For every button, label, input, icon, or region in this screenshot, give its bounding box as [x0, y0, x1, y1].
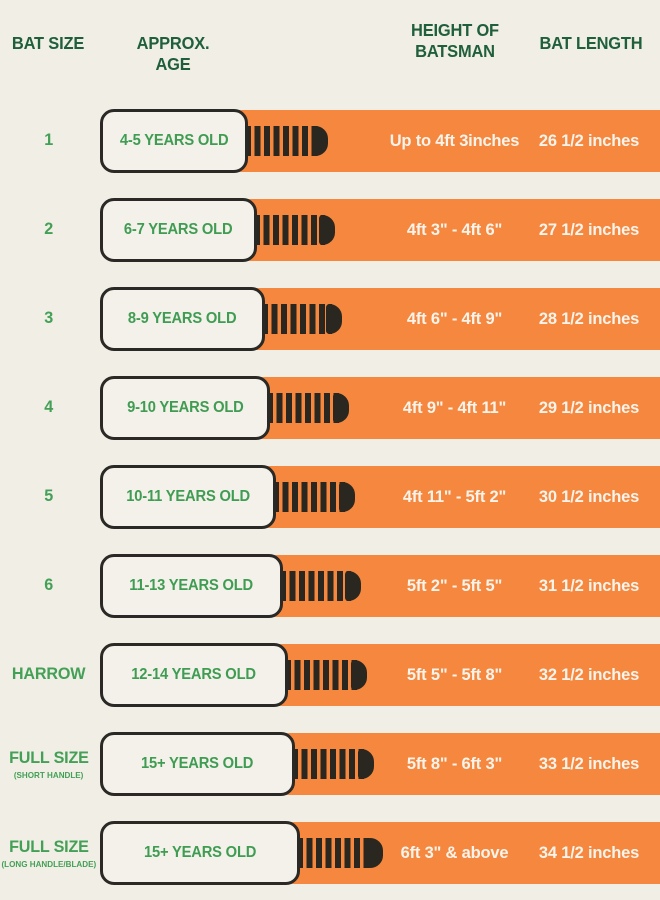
- batsman-height-value: 5ft 5" - 5ft 8": [406, 665, 503, 684]
- bat-size-value: 6: [44, 575, 53, 594]
- table-row: 6 11-13 YEARS OLD 5ft 2" - 5ft 5" 31 1/2…: [0, 554, 660, 618]
- table-row: 5 10-11 YEARS OLD 4ft 11" - 5ft 2" 30 1/…: [0, 465, 660, 529]
- bat-length-value: 29 1/2 inches: [538, 398, 640, 417]
- bat-size-value: 5: [44, 486, 53, 505]
- column-header-bat-size: BAT SIZE: [11, 33, 85, 53]
- bat-length-value: 28 1/2 inches: [538, 309, 640, 328]
- batsman-height-value: 6ft 3" & above: [400, 843, 509, 862]
- bat-size-value: FULL SIZE: [8, 837, 89, 856]
- bat-length-value: 26 1/2 inches: [538, 131, 640, 150]
- age-label: 4-5 YEARS OLD: [119, 132, 229, 149]
- bat-size-value: FULL SIZE: [8, 748, 89, 767]
- bat-blade: 15+ YEARS OLD: [100, 821, 300, 885]
- age-label: 10-11 YEARS OLD: [126, 488, 250, 505]
- batsman-height-value: 4ft 3" - 4ft 6": [406, 220, 503, 239]
- bat-size-value: HARROW: [11, 664, 86, 683]
- batsman-height-value: 4ft 9" - 4ft 11": [402, 398, 507, 417]
- bat-size-label: 5: [0, 466, 97, 528]
- bat-length-value: 34 1/2 inches: [538, 843, 640, 862]
- batsman-height-value: 4ft 11" - 5ft 2": [402, 487, 507, 506]
- bat-size-note: (LONG HANDLE/BLADE): [1, 859, 96, 869]
- bat-size-value: 1: [44, 130, 53, 149]
- table-row: 3 8-9 YEARS OLD 4ft 6" - 4ft 9" 28 1/2 i…: [0, 287, 660, 351]
- bat-handle-icon: [245, 126, 328, 156]
- bat-length-value: 31 1/2 inches: [538, 576, 640, 595]
- bat-size-value: 2: [44, 219, 53, 238]
- table-row: HARROW 12-14 YEARS OLD 5ft 5" - 5ft 8" 3…: [0, 643, 660, 707]
- bat-size-label: FULL SIZE (SHORT HANDLE): [0, 733, 97, 795]
- bat-blade: 6-7 YEARS OLD: [100, 198, 257, 262]
- bat-size-value: 3: [44, 308, 53, 327]
- bat-handle-icon: [267, 393, 349, 423]
- bat-handle-icon: [292, 749, 374, 779]
- bat-length-value: 30 1/2 inches: [538, 487, 640, 506]
- bat-length-value: 27 1/2 inches: [538, 220, 640, 239]
- age-label: 12-14 YEARS OLD: [131, 666, 257, 683]
- batsman-height-value: 4ft 6" - 4ft 9": [406, 309, 503, 328]
- bat-size-label: HARROW: [0, 644, 97, 706]
- age-label: 15+ YEARS OLD: [141, 755, 254, 772]
- bat-handle-icon: [262, 304, 342, 334]
- age-label: 15+ YEARS OLD: [143, 844, 257, 861]
- batsman-height-value: Up to 4ft 3inches: [389, 131, 520, 150]
- bat-size-label: 2: [0, 199, 97, 261]
- table-row: 1 4-5 YEARS OLD Up to 4ft 3inches 26 1/2…: [0, 109, 660, 173]
- bat-length-value: 32 1/2 inches: [538, 665, 640, 684]
- bat-size-label: 4: [0, 377, 97, 439]
- bat-blade: 8-9 YEARS OLD: [100, 287, 265, 351]
- bat-blade: 15+ YEARS OLD: [100, 732, 295, 796]
- bat-size-label: 1: [0, 110, 97, 172]
- bat-size-label: 3: [0, 288, 97, 350]
- bat-size-value: 4: [44, 397, 53, 416]
- bat-blade: 4-5 YEARS OLD: [100, 109, 248, 173]
- bat-length-value: 33 1/2 inches: [538, 754, 640, 773]
- bat-blade: 9-10 YEARS OLD: [100, 376, 270, 440]
- batsman-height-value: 5ft 2" - 5ft 5": [406, 576, 503, 595]
- age-label: 11-13 YEARS OLD: [129, 577, 254, 594]
- bat-handle-icon: [280, 571, 361, 601]
- bat-size-label: FULL SIZE (LONG HANDLE/BLADE): [0, 822, 97, 884]
- bat-handle-icon: [285, 660, 367, 690]
- age-label: 6-7 YEARS OLD: [124, 221, 233, 238]
- bat-size-label: 6: [0, 555, 97, 617]
- bat-handle-icon: [273, 482, 355, 512]
- bat-handle-icon: [297, 838, 383, 868]
- column-header-bat-length: BAT LENGTH: [539, 33, 643, 53]
- column-header-height-line1: HEIGHT OF: [411, 20, 499, 40]
- age-label: 8-9 YEARS OLD: [128, 310, 237, 327]
- column-header-approx-age: APPROX. AGE: [136, 33, 210, 75]
- age-label: 9-10 YEARS OLD: [126, 399, 244, 416]
- bat-blade: 10-11 YEARS OLD: [100, 465, 276, 529]
- bat-blade: 12-14 YEARS OLD: [100, 643, 288, 707]
- bat-handle-icon: [254, 215, 335, 245]
- table-row: FULL SIZE (LONG HANDLE/BLADE) 15+ YEARS …: [0, 821, 660, 885]
- column-header-height-of-batsman: HEIGHT OF BATSMAN: [397, 20, 514, 63]
- batsman-height-value: 5ft 8" - 6ft 3": [406, 754, 503, 773]
- table-row: FULL SIZE (SHORT HANDLE) 15+ YEARS OLD 5…: [0, 732, 660, 796]
- bat-size-note: (SHORT HANDLE): [13, 770, 84, 780]
- column-header-height-line2: BATSMAN: [415, 41, 495, 62]
- table-row: 2 6-7 YEARS OLD 4ft 3" - 4ft 6" 27 1/2 i…: [0, 198, 660, 262]
- bat-blade: 11-13 YEARS OLD: [100, 554, 283, 618]
- table-row: 4 9-10 YEARS OLD 4ft 9" - 4ft 11" 29 1/2…: [0, 376, 660, 440]
